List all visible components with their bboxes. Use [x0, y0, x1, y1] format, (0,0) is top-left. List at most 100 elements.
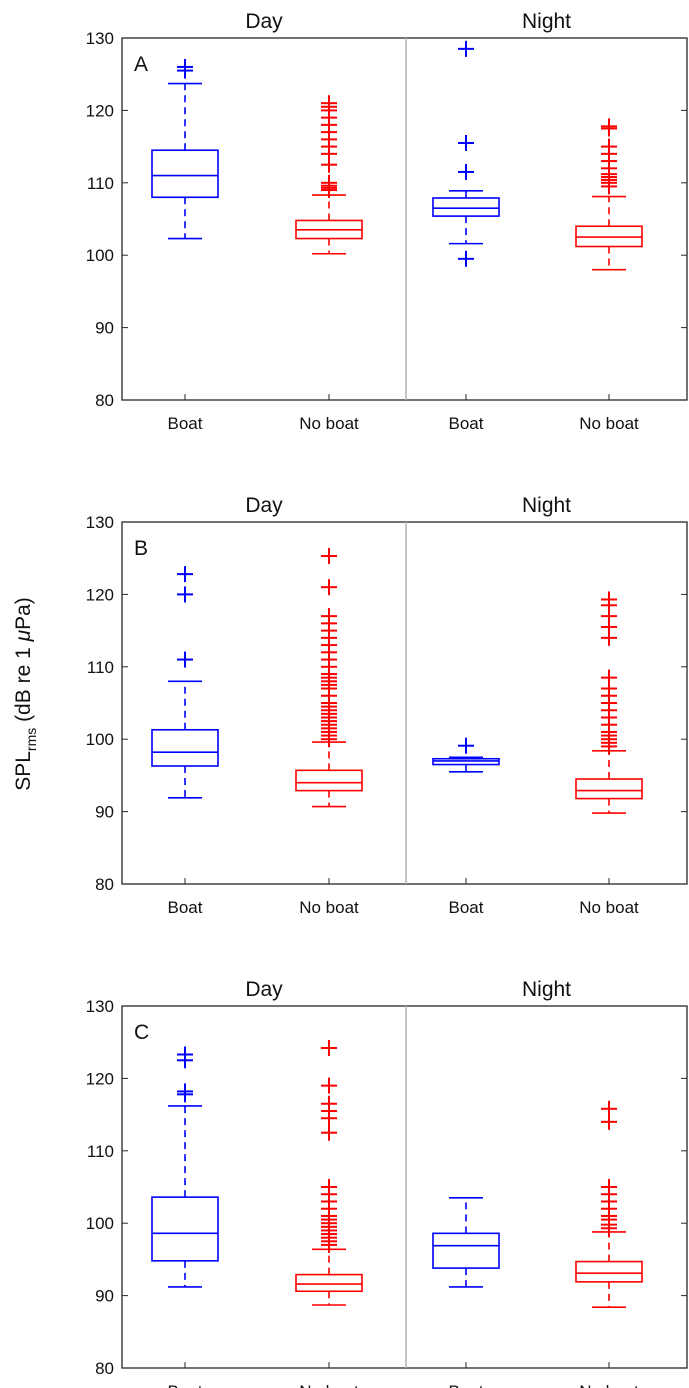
y-tick-label: 110	[87, 1142, 114, 1161]
iqr-box	[432, 1232, 500, 1269]
y-tick-label: 80	[95, 1359, 114, 1378]
outlier-marker	[601, 591, 617, 608]
panel-a: 80 90 100 110 120 130 Boat No boat Boat No boat Da…	[86, 10, 688, 433]
outlier-marker	[601, 118, 617, 135]
box-night-boat	[432, 40, 500, 267]
y-tick-label: 80	[95, 391, 114, 410]
x-tick-label: Boat	[168, 414, 203, 433]
outlier-marker	[321, 608, 337, 625]
x-tick-label: No boat	[579, 1382, 639, 1388]
y-axis-label-end: Pa)	[12, 597, 35, 630]
iqr-box	[151, 728, 219, 767]
iqr-box	[575, 1260, 643, 1283]
y-axis-label-mu: μ	[12, 629, 35, 642]
y-tick-label: 120	[86, 101, 114, 120]
outlier-marker	[458, 134, 474, 151]
box-night-boat	[432, 1197, 500, 1288]
group-title-night: Night	[522, 494, 571, 517]
axes-frame	[121, 37, 688, 401]
box-day-boat	[151, 58, 219, 240]
outlier-marker	[177, 1046, 193, 1063]
outlier-marker	[321, 1095, 337, 1112]
outlier-marker	[601, 1100, 617, 1117]
iqr-box	[295, 769, 363, 792]
iqr-box	[151, 1196, 219, 1262]
x-tick-label: No boat	[579, 414, 639, 433]
y-tick-label: 110	[87, 174, 114, 193]
iqr-box	[432, 197, 500, 217]
outlier-marker	[321, 174, 337, 191]
y-tick-label: 130	[86, 997, 114, 1016]
group-title-night: Night	[522, 10, 571, 33]
outlier-marker	[601, 1179, 617, 1195]
outlier-marker	[177, 566, 193, 583]
box-night-no-boat	[575, 118, 643, 271]
y-tick-label: 130	[86, 29, 114, 48]
panel-b: 80 90 100 110 120 130 Boat No boat Boat No boat Da…	[86, 494, 688, 917]
outlier-marker	[458, 737, 474, 754]
box-night-boat	[432, 737, 500, 773]
outlier-marker	[177, 1083, 193, 1100]
outlier-marker	[458, 163, 474, 180]
outlier-marker	[321, 579, 337, 596]
outlier-marker	[458, 250, 474, 267]
y-tick-label: 80	[95, 875, 114, 894]
x-tick-label: Boat	[449, 898, 484, 917]
y-tick-label: 100	[86, 1214, 114, 1233]
group-title-day: Day	[245, 494, 283, 517]
x-tick-label: Boat	[449, 414, 484, 433]
y-tick-label: 90	[95, 1287, 114, 1306]
outlier-marker	[321, 1179, 337, 1195]
box-night-no-boat	[575, 1100, 643, 1308]
x-tick-label: Boat	[168, 1382, 203, 1388]
iqr-box	[295, 1273, 363, 1293]
outlier-marker	[177, 586, 193, 603]
box-night-no-boat	[575, 591, 643, 814]
iqr-box	[151, 149, 219, 199]
y-tick-label: 120	[86, 1069, 114, 1088]
y-axis-label: SPLrms (dB re 1 μPa)	[12, 597, 39, 791]
y-tick-label: 90	[95, 319, 114, 338]
box-day-no-boat	[295, 548, 363, 808]
iqr-box	[575, 778, 643, 800]
outlier-marker	[458, 40, 474, 57]
group-title-day: Day	[245, 978, 283, 1001]
outlier-marker	[177, 58, 193, 75]
panels: 80 90 100 110 120 130 Boat No boat Boat No boat Da…	[86, 10, 688, 1388]
box-day-boat	[151, 1046, 219, 1288]
y-axis-label-subscript: rms	[23, 728, 39, 751]
y-tick-label: 100	[86, 730, 114, 749]
outlier-marker	[321, 95, 337, 112]
y-tick-label: 120	[86, 585, 114, 604]
panel-label: C	[134, 1021, 149, 1044]
y-axis-label-tail: (dB re 1	[12, 641, 35, 727]
x-tick-label: No boat	[579, 898, 639, 917]
outlier-marker	[321, 1039, 337, 1056]
panel-c: 80 90 100 110 120 130 Boat No boat Boat No boat Da…	[86, 978, 688, 1388]
box-day-no-boat	[295, 1039, 363, 1306]
x-tick-label: Boat	[168, 898, 203, 917]
group-title-day: Day	[245, 10, 283, 33]
outlier-marker	[321, 1077, 337, 1094]
box-day-no-boat	[295, 95, 363, 255]
axes-frame	[121, 521, 688, 885]
outlier-marker	[321, 1124, 337, 1141]
outlier-marker	[601, 669, 617, 686]
x-tick-label: No boat	[299, 898, 359, 917]
panel-label: B	[134, 537, 148, 560]
outlier-marker	[321, 548, 337, 565]
y-tick-label: 90	[95, 803, 114, 822]
panel-label: A	[134, 53, 148, 76]
x-tick-label: No boat	[299, 414, 359, 433]
x-tick-label: No boat	[299, 1382, 359, 1388]
y-tick-label: 110	[87, 658, 114, 677]
y-axis-label-main: SPL	[12, 751, 35, 791]
y-tick-label: 100	[86, 246, 114, 265]
box-day-boat	[151, 566, 219, 799]
x-tick-label: Boat	[449, 1382, 484, 1388]
outlier-marker	[177, 651, 193, 668]
y-tick-label: 130	[86, 513, 114, 532]
group-title-night: Night	[522, 978, 571, 1001]
outlier-marker	[601, 138, 617, 155]
